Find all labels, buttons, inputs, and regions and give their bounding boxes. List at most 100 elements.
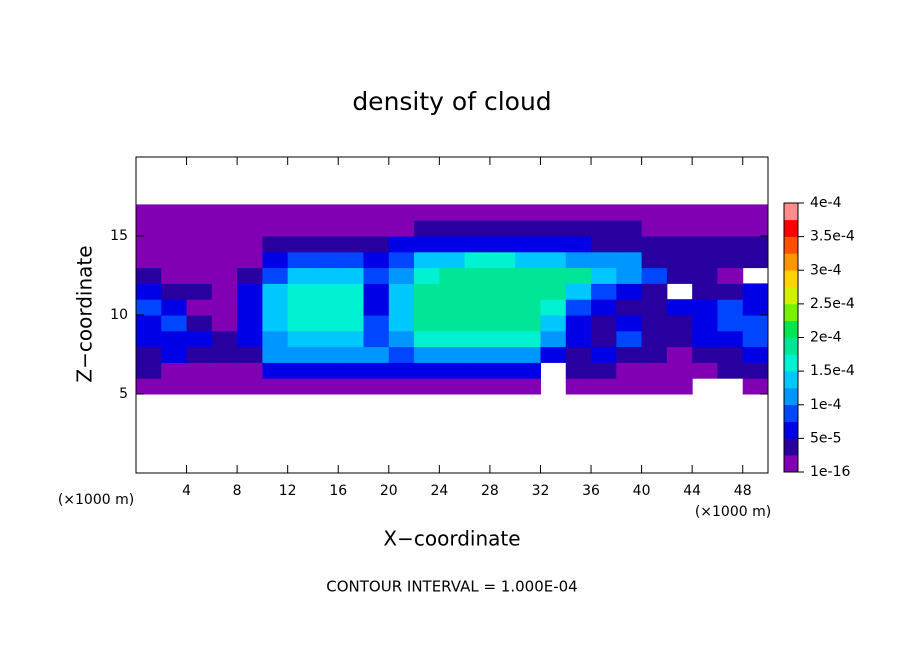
- cell: [136, 330, 162, 348]
- cell: [338, 220, 365, 237]
- cell: [565, 378, 592, 395]
- y-tick-label: 5: [119, 386, 128, 402]
- x-tick-label: 28: [481, 483, 499, 499]
- cell: [237, 378, 263, 395]
- cell: [161, 220, 188, 237]
- cell: [591, 236, 617, 253]
- cell: [616, 267, 643, 284]
- cell: [161, 378, 188, 395]
- cell: [237, 315, 263, 332]
- cell: [363, 362, 390, 379]
- cell: [287, 236, 314, 253]
- x-tick-label: 48: [734, 483, 752, 499]
- cell: [540, 267, 567, 284]
- cell: [565, 330, 592, 348]
- cell: [692, 267, 718, 284]
- cell: [692, 315, 718, 332]
- cell: [666, 362, 693, 379]
- cell: [641, 362, 668, 379]
- cell: [211, 251, 238, 269]
- cell: [717, 267, 744, 284]
- cell: [287, 362, 314, 379]
- colorbar-band: [784, 421, 798, 439]
- cell: [489, 378, 516, 395]
- cell: [666, 251, 693, 269]
- colorbar-tick-label: 1.5e-4: [810, 363, 855, 379]
- cell: [565, 267, 592, 284]
- cell: [591, 378, 617, 395]
- colorbar-band: [784, 320, 798, 338]
- cell: [439, 251, 466, 269]
- cell: [211, 236, 238, 253]
- cell: [540, 299, 567, 316]
- cell: [489, 236, 516, 253]
- cell: [439, 236, 466, 253]
- colorbar-band: [784, 387, 798, 406]
- cell: [136, 267, 162, 284]
- cell: [363, 315, 390, 332]
- cell: [464, 315, 491, 332]
- contour-interval: CONTOUR INTERVAL = 1.000E-04: [326, 578, 577, 596]
- cell: [692, 330, 718, 348]
- cell: [515, 315, 541, 332]
- cell: [338, 283, 365, 300]
- cell: [414, 378, 440, 395]
- colorbar-tick-label: 1e-4: [810, 397, 842, 413]
- cell: [489, 346, 516, 363]
- cell: [666, 330, 693, 348]
- cell: [540, 220, 567, 237]
- cell: [591, 204, 617, 221]
- cell: [515, 220, 541, 237]
- cell: [186, 204, 213, 221]
- colorbar-tick-label: 5e-5: [810, 430, 841, 446]
- cell: [237, 299, 263, 316]
- cell: [262, 220, 289, 237]
- cell: [338, 299, 365, 316]
- cell: [136, 204, 162, 221]
- cell: [211, 267, 238, 284]
- chart-title: density of cloud: [352, 87, 551, 116]
- cell: [388, 315, 415, 332]
- cell: [616, 283, 643, 300]
- cell: [565, 204, 592, 221]
- cell: [742, 283, 769, 300]
- cell: [515, 346, 541, 363]
- colorbar-band: [784, 287, 798, 305]
- cell: [489, 362, 516, 379]
- cell: [641, 315, 668, 332]
- cell: [565, 236, 592, 253]
- cell: [136, 299, 162, 316]
- cell: [338, 315, 365, 332]
- cell: [186, 362, 213, 379]
- cell: [237, 283, 263, 300]
- cell: [161, 299, 188, 316]
- cell: [136, 220, 162, 237]
- cell: [439, 315, 466, 332]
- cell: [565, 283, 592, 300]
- cell: [414, 267, 440, 284]
- cell: [464, 204, 491, 221]
- cell: [262, 204, 289, 221]
- cell: [186, 315, 213, 332]
- cell: [742, 236, 769, 253]
- cell: [439, 299, 466, 316]
- cell: [414, 346, 440, 363]
- cell: [666, 204, 693, 221]
- colorbar-tick-label: 2e-4: [810, 330, 842, 346]
- cell: [414, 251, 440, 269]
- cell: [312, 378, 339, 395]
- cell: [414, 315, 440, 332]
- cell: [186, 220, 213, 237]
- cell: [338, 267, 365, 284]
- colorbar-tick-label: 3e-4: [810, 262, 842, 278]
- cell: [641, 299, 668, 316]
- cell: [312, 315, 339, 332]
- cell: [540, 283, 567, 300]
- cell: [717, 220, 744, 237]
- cell: [338, 251, 365, 269]
- colorbar-band: [784, 203, 798, 221]
- cell: [616, 299, 643, 316]
- cell: [338, 378, 365, 395]
- y-tick-label: 15: [110, 228, 128, 244]
- cell: [414, 330, 440, 348]
